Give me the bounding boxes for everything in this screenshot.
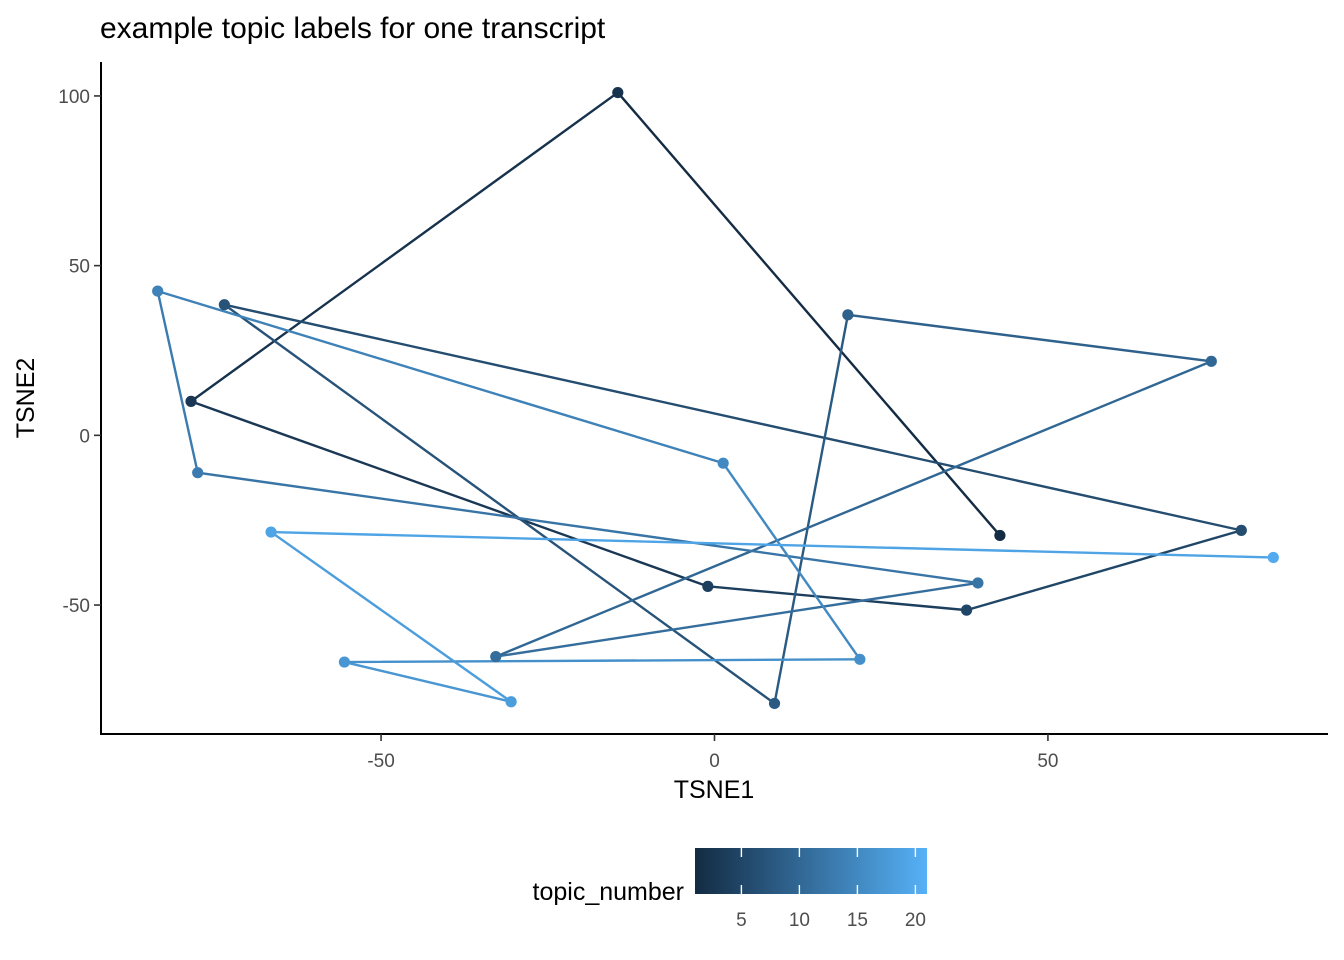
path-segment	[269, 530, 1275, 559]
path-segment	[965, 529, 1243, 612]
data-point	[490, 651, 502, 663]
data-point	[972, 577, 984, 589]
path-segment	[846, 313, 1213, 363]
path-segment	[616, 91, 1002, 537]
x-tick-label: 50	[1037, 751, 1058, 772]
path-segment	[156, 289, 725, 465]
path-segment	[223, 303, 776, 705]
path-segment	[773, 313, 850, 705]
data-point	[854, 653, 866, 665]
path-segment	[494, 581, 980, 658]
x-tick-label: -50	[367, 751, 394, 772]
x-tick-label: 0	[709, 751, 720, 772]
data-point	[265, 526, 277, 538]
data-point	[1267, 551, 1279, 564]
legend: topic_number 5 10 15 20	[533, 848, 927, 931]
legend-title: topic_number	[533, 878, 684, 906]
legend-tick-label: 15	[847, 910, 868, 931]
y-axis-title: TSNE2	[12, 358, 40, 439]
y-tick-label: 50	[69, 257, 90, 278]
path-segment	[343, 658, 862, 664]
path-segment	[189, 91, 620, 403]
data-point	[338, 656, 350, 668]
x-axis-ticks: -50 0 50	[367, 734, 1058, 772]
data-point	[505, 696, 517, 708]
chart-title: example topic labels for one transcript	[100, 12, 606, 45]
data-point	[152, 285, 164, 297]
path-segment	[269, 530, 513, 703]
path-segment	[343, 660, 513, 703]
path-segment	[706, 585, 968, 612]
x-axis-title: TSNE1	[674, 776, 755, 804]
data-point	[994, 529, 1006, 542]
data-point	[768, 697, 781, 710]
y-tick-label: 100	[58, 87, 90, 108]
data-point	[960, 604, 973, 616]
plot-marks	[152, 86, 1279, 710]
data-point	[218, 299, 230, 311]
legend-ticks: 5 10 15 20	[736, 848, 926, 931]
path-segment	[156, 289, 199, 474]
path-segment	[223, 303, 1243, 532]
path-segment	[721, 461, 862, 661]
legend-tick-label: 20	[905, 910, 926, 931]
data-point	[842, 309, 854, 321]
y-axis-ticks: -50 0 50 100	[58, 87, 101, 617]
path-segment	[189, 400, 710, 588]
data-point	[717, 457, 729, 469]
data-point	[192, 467, 204, 479]
legend-tick-label: 5	[736, 910, 747, 931]
path-segment	[196, 471, 980, 585]
data-point	[612, 86, 624, 99]
data-point	[702, 580, 714, 592]
legend-colorbar	[695, 848, 927, 894]
data-point	[185, 395, 197, 407]
legend-tick-label: 10	[789, 910, 810, 931]
y-tick-label: 0	[79, 426, 90, 447]
path-segment	[494, 360, 1213, 658]
y-tick-label: -50	[63, 596, 90, 617]
data-point	[1235, 524, 1247, 536]
data-point	[1205, 355, 1217, 367]
